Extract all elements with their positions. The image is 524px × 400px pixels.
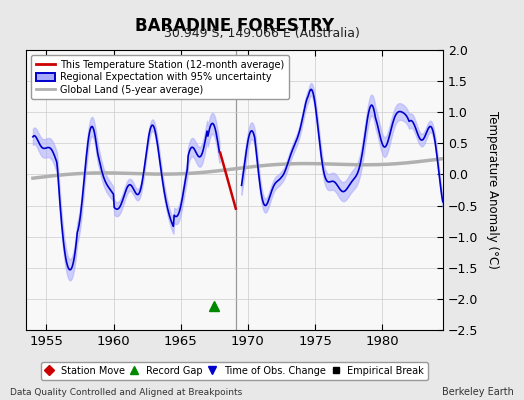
Text: 30.949 S, 149.066 E (Australia): 30.949 S, 149.066 E (Australia) — [164, 28, 360, 40]
Text: Berkeley Earth: Berkeley Earth — [442, 387, 514, 397]
Title: BARADINE FORESTRY: BARADINE FORESTRY — [135, 16, 334, 34]
Y-axis label: Temperature Anomaly (°C): Temperature Anomaly (°C) — [486, 111, 499, 269]
Text: Data Quality Controlled and Aligned at Breakpoints: Data Quality Controlled and Aligned at B… — [10, 388, 243, 397]
Legend: Station Move, Record Gap, Time of Obs. Change, Empirical Break: Station Move, Record Gap, Time of Obs. C… — [41, 362, 428, 380]
